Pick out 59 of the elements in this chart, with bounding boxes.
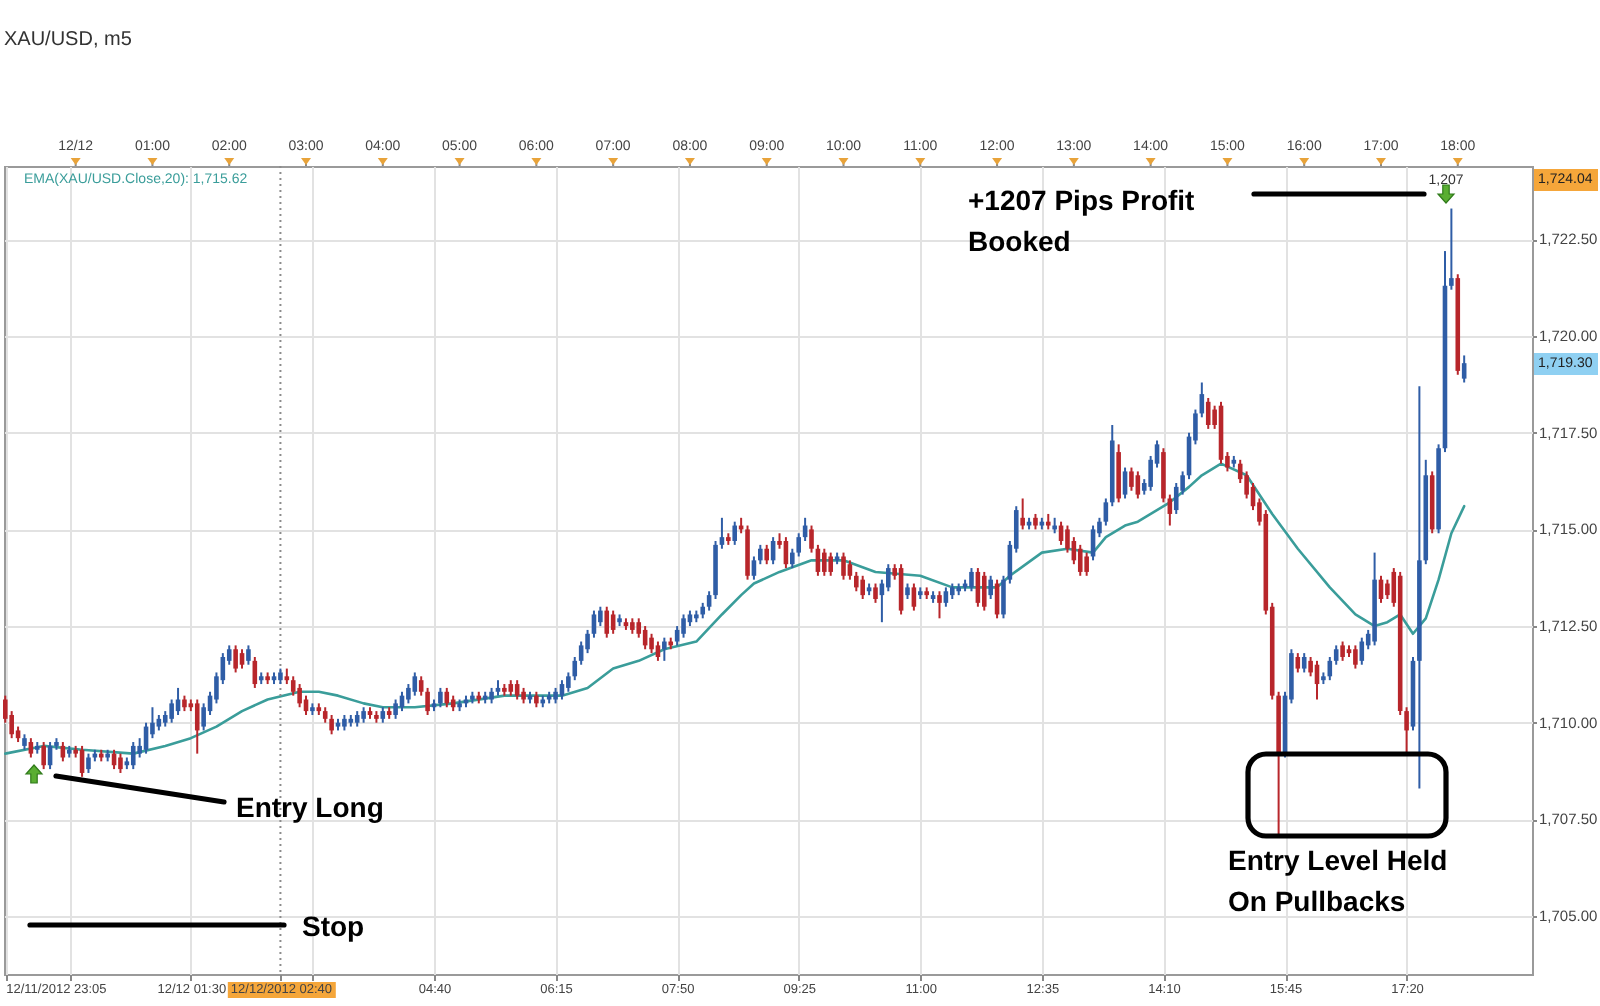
candlestick bbox=[764, 543, 770, 566]
candlestick bbox=[1301, 652, 1307, 674]
candlestick bbox=[828, 551, 834, 577]
candlestick bbox=[1122, 466, 1128, 500]
candlestick bbox=[732, 520, 738, 546]
candlestick bbox=[1359, 636, 1365, 666]
candlestick bbox=[297, 683, 302, 709]
candlestick bbox=[86, 752, 91, 774]
annotation: Entry Level Held On Pullbacks bbox=[1228, 844, 1456, 917]
candlestick bbox=[1129, 466, 1134, 492]
annotation: +1207 Pips Profit Booked bbox=[968, 184, 1203, 257]
candlestick bbox=[860, 574, 865, 600]
candlestick bbox=[822, 547, 827, 577]
candlestick bbox=[674, 625, 680, 647]
candlestick bbox=[1116, 443, 1121, 504]
candlestick bbox=[118, 752, 123, 774]
candlestick bbox=[937, 590, 942, 620]
candlestick bbox=[841, 551, 846, 581]
candlestick bbox=[981, 570, 987, 612]
candlestick bbox=[233, 644, 238, 674]
candlestick bbox=[329, 713, 334, 736]
candlestick bbox=[1461, 354, 1467, 384]
candlestick bbox=[681, 613, 686, 639]
candlestick bbox=[745, 524, 750, 581]
candlestick bbox=[246, 644, 251, 666]
candlestick bbox=[130, 741, 136, 771]
candlestick bbox=[1353, 644, 1358, 670]
candlestick bbox=[1135, 470, 1141, 500]
candlestick bbox=[239, 648, 245, 670]
candlestick bbox=[514, 679, 520, 701]
candlestick bbox=[559, 679, 565, 701]
candlestick bbox=[604, 605, 610, 639]
candlestick bbox=[969, 567, 974, 593]
candlestick bbox=[1020, 497, 1025, 531]
candlestick bbox=[444, 686, 450, 709]
candlestick bbox=[1205, 396, 1211, 430]
candlestick bbox=[662, 636, 667, 662]
annotation: Stop bbox=[302, 910, 365, 942]
candlestick bbox=[60, 741, 66, 763]
candlestick bbox=[412, 671, 418, 697]
candlestick bbox=[943, 586, 949, 608]
candlestick bbox=[649, 632, 654, 655]
annotation: Entry Long bbox=[236, 791, 384, 823]
candlestick bbox=[1340, 640, 1345, 662]
chart-title: XAU/USD, m5 bbox=[4, 29, 133, 51]
candlestick bbox=[1385, 578, 1390, 600]
candlestick bbox=[1077, 543, 1083, 577]
candlestick bbox=[911, 582, 917, 612]
candlestick bbox=[1084, 551, 1089, 577]
candlestick bbox=[28, 737, 34, 759]
candlestick bbox=[41, 741, 46, 771]
candlestick bbox=[194, 698, 200, 755]
candlestick bbox=[873, 582, 878, 604]
candlestick bbox=[988, 574, 993, 600]
candlestick bbox=[655, 640, 661, 662]
candlestick bbox=[438, 686, 443, 709]
candlestick bbox=[393, 698, 398, 720]
candlestick bbox=[610, 609, 616, 635]
candlestick bbox=[1295, 652, 1301, 674]
